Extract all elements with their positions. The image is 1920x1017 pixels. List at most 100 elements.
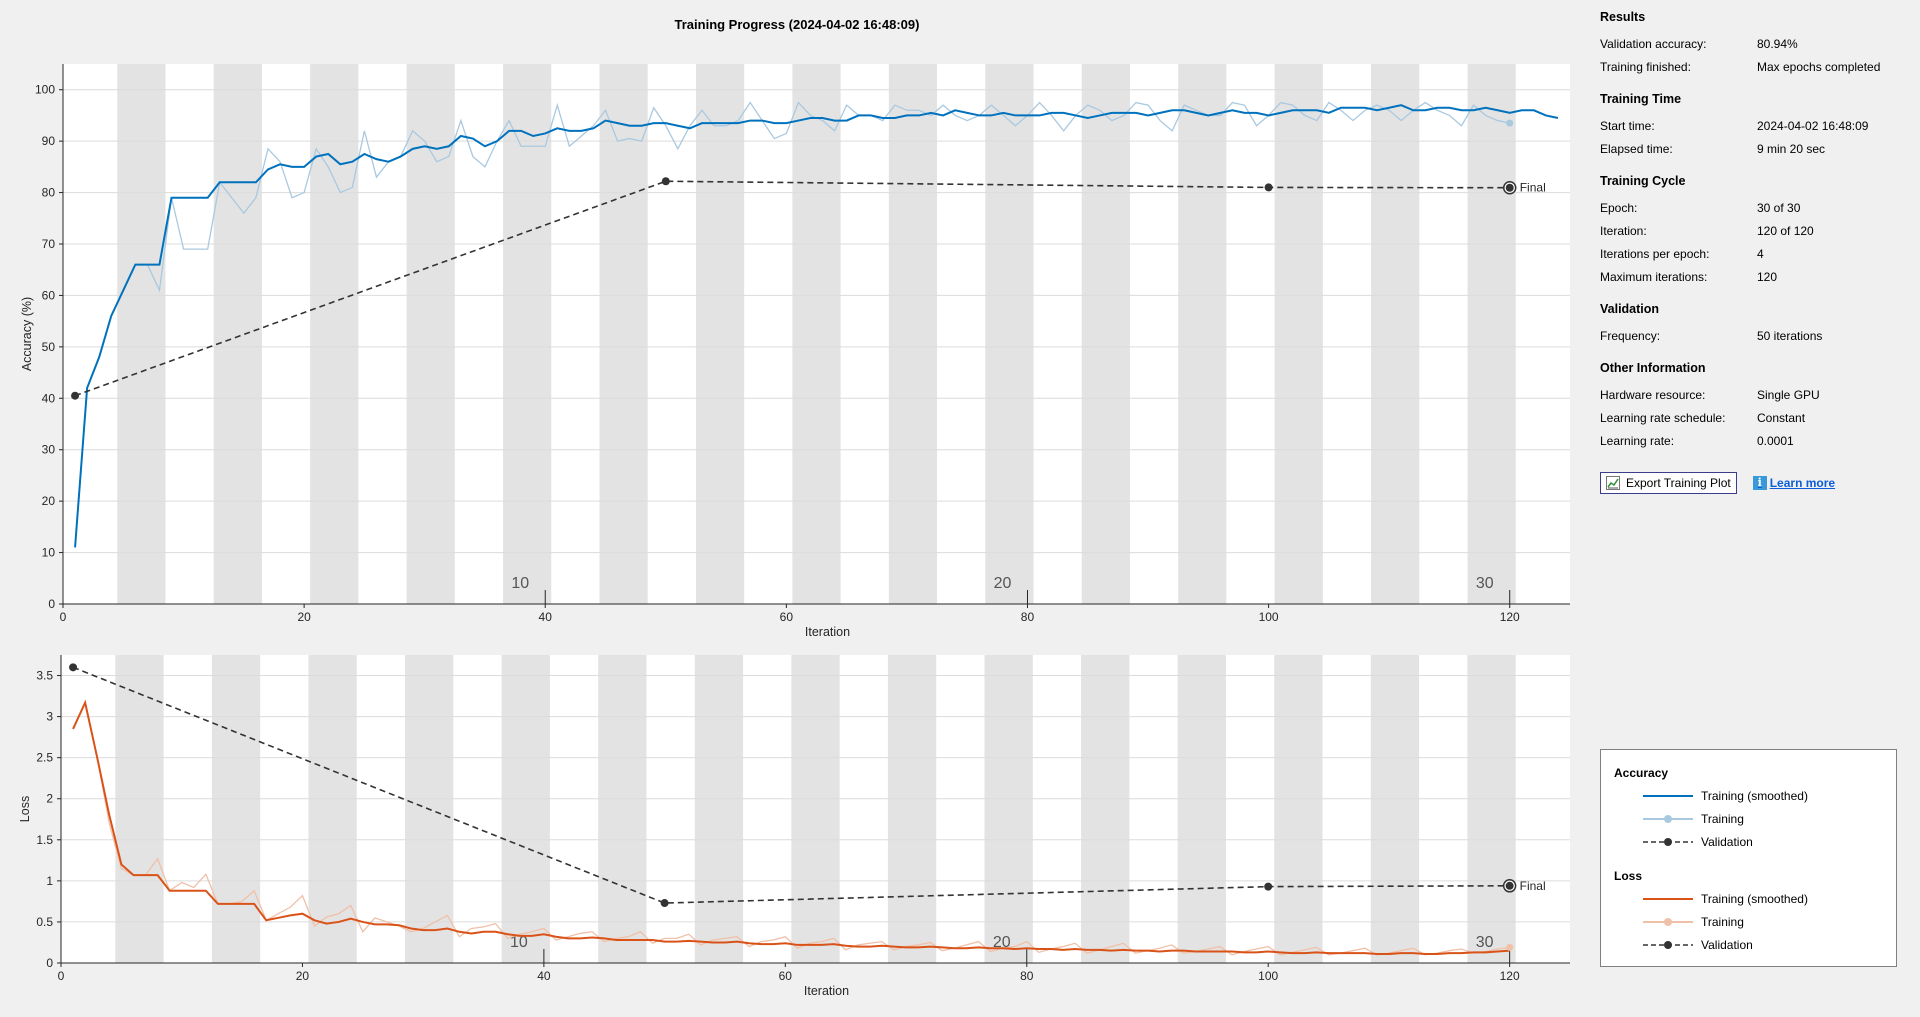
x-axis-label: Iteration	[805, 625, 850, 639]
info-value: Constant	[1757, 410, 1806, 425]
epoch-band	[1274, 64, 1323, 604]
info-row: Start time: 2024-04-02 16:48:09	[1600, 114, 1900, 137]
training-smoothed-line	[74, 104, 1559, 548]
y-tick-label: 3.5	[36, 669, 53, 683]
info-row: Learning rate schedule: Constant	[1600, 406, 1900, 429]
epoch-band	[503, 64, 552, 604]
x-tick-label: 0	[58, 969, 65, 983]
epoch-band	[694, 655, 744, 963]
info-label: Validation accuracy:	[1600, 36, 1707, 51]
legend-item-accuracy-smoothed: Training (smoothed)	[1643, 788, 1808, 804]
export-training-plot-button[interactable]: Export Training Plot	[1600, 472, 1737, 494]
legend-item-accuracy-validation: Validation	[1643, 834, 1753, 850]
validation-point	[71, 391, 80, 400]
info-value: Single GPU	[1757, 387, 1820, 402]
info-value: 2024-04-02 16:48:09	[1757, 118, 1869, 133]
epoch-band	[888, 64, 938, 604]
x-tick-label: 60	[779, 969, 793, 983]
epoch-band	[695, 64, 745, 604]
epoch-label: 30	[1476, 575, 1494, 592]
info-panel: Results Validation accuracy: 80.94% Trainin…	[1600, 10, 1900, 466]
info-label: Hardware resource:	[1600, 387, 1706, 402]
info-row: Learning rate: 0.0001	[1600, 429, 1900, 452]
training-line	[72, 700, 1510, 956]
epoch-band	[1467, 64, 1516, 604]
epoch-band	[117, 64, 166, 604]
epoch-label: 10	[510, 934, 528, 951]
legend-accuracy-heading: Accuracy	[1614, 766, 1669, 780]
epoch-band	[984, 655, 1033, 963]
info-section-heading: Other Information	[1600, 361, 1706, 375]
chart-title: Training Progress (2024-04-02 16:48:09)	[675, 17, 920, 32]
loss-training-swatch-icon	[1643, 918, 1693, 926]
y-tick-label: 30	[42, 443, 56, 457]
info-label: Iterations per epoch:	[1600, 246, 1710, 261]
info-section-heading: Training Time	[1600, 92, 1682, 106]
learn-more-link[interactable]: i Learn more	[1752, 476, 1835, 490]
epoch-band	[308, 655, 357, 963]
y-tick-label: 3	[46, 710, 53, 724]
y-tick-label: 0	[48, 597, 55, 611]
info-row: Hardware resource: Single GPU	[1600, 383, 1900, 406]
training-line	[74, 101, 1510, 548]
x-tick-label: 100	[1259, 610, 1279, 624]
export-plot-icon	[1606, 476, 1620, 490]
info-section: Results Validation accuracy: 80.94% Trainin…	[1600, 10, 1900, 78]
info-value: 0.0001	[1757, 433, 1794, 448]
training-progress-plots: Training Progress (2024-04-02 16:48:09) 0…	[18, 17, 1570, 998]
info-label: Maximum iterations:	[1600, 269, 1708, 284]
epoch-band	[501, 655, 550, 963]
info-value: 50 iterations	[1757, 328, 1823, 343]
info-value: 80.94%	[1757, 36, 1798, 51]
validation-point	[661, 177, 670, 186]
info-section-heading: Training Cycle	[1600, 174, 1686, 188]
export-button-label: Export Training Plot	[1626, 476, 1731, 490]
epoch-band	[599, 64, 648, 604]
x-tick-label: 40	[537, 969, 551, 983]
info-row: Maximum iterations: 120	[1600, 265, 1900, 288]
info-value: Max epochs completed	[1757, 59, 1881, 74]
validation-line	[72, 666, 1510, 904]
epoch-label: 30	[1476, 934, 1494, 951]
info-row: Iterations per epoch: 4	[1600, 242, 1900, 265]
validation-point	[1505, 881, 1514, 890]
epoch-band	[213, 64, 262, 604]
epoch-band	[791, 655, 840, 963]
info-section: Training Time Start time: 2024-04-02 16:48…	[1600, 92, 1900, 160]
y-tick-label: 1	[46, 874, 53, 888]
final-label: Final	[1520, 879, 1546, 893]
legend-item-loss-training: Training	[1643, 914, 1744, 930]
y-tick-label: 2	[46, 792, 53, 806]
legend-label: Validation	[1701, 938, 1753, 952]
legend: Accuracy Training (smoothed) Training Va…	[1600, 749, 1897, 967]
x-tick-label: 20	[296, 969, 310, 983]
epoch-band	[211, 655, 261, 963]
y-tick-label: 70	[42, 237, 56, 251]
validation-point	[1505, 183, 1514, 192]
actions-bar: Export Training Plot i Learn more	[1600, 472, 1835, 494]
x-tick-label: 40	[539, 610, 553, 624]
y-tick-label: 60	[42, 288, 56, 302]
accuracy-smoothed-swatch-icon	[1643, 795, 1693, 797]
accuracy-training-swatch-icon	[1643, 815, 1693, 823]
legend-item-loss-smoothed: Training (smoothed)	[1643, 891, 1808, 907]
info-section: Training Cycle Epoch: 30 of 30 Iteration: 12…	[1600, 174, 1900, 288]
epoch-band	[406, 64, 455, 604]
epoch-band	[310, 64, 359, 604]
info-row: Training finished: Max epochs completed	[1600, 55, 1900, 78]
epoch-band	[1081, 655, 1130, 963]
legend-loss-heading: Loss	[1614, 869, 1643, 883]
accuracy-validation-swatch-icon	[1643, 838, 1693, 846]
y-tick-label: 10	[42, 546, 56, 560]
y-tick-label: 1.5	[36, 833, 53, 847]
info-section: Validation Frequency: 50 iterations	[1600, 302, 1900, 347]
epoch-band	[1370, 655, 1420, 963]
epoch-band	[1371, 64, 1420, 604]
x-tick-label: 100	[1258, 969, 1278, 983]
epoch-band	[598, 655, 647, 963]
y-tick-label: 0	[46, 956, 53, 970]
legend-label: Training	[1701, 915, 1744, 929]
x-tick-label: 60	[780, 610, 794, 624]
validation-point	[660, 899, 669, 908]
loss-smoothed-swatch-icon	[1643, 898, 1693, 900]
